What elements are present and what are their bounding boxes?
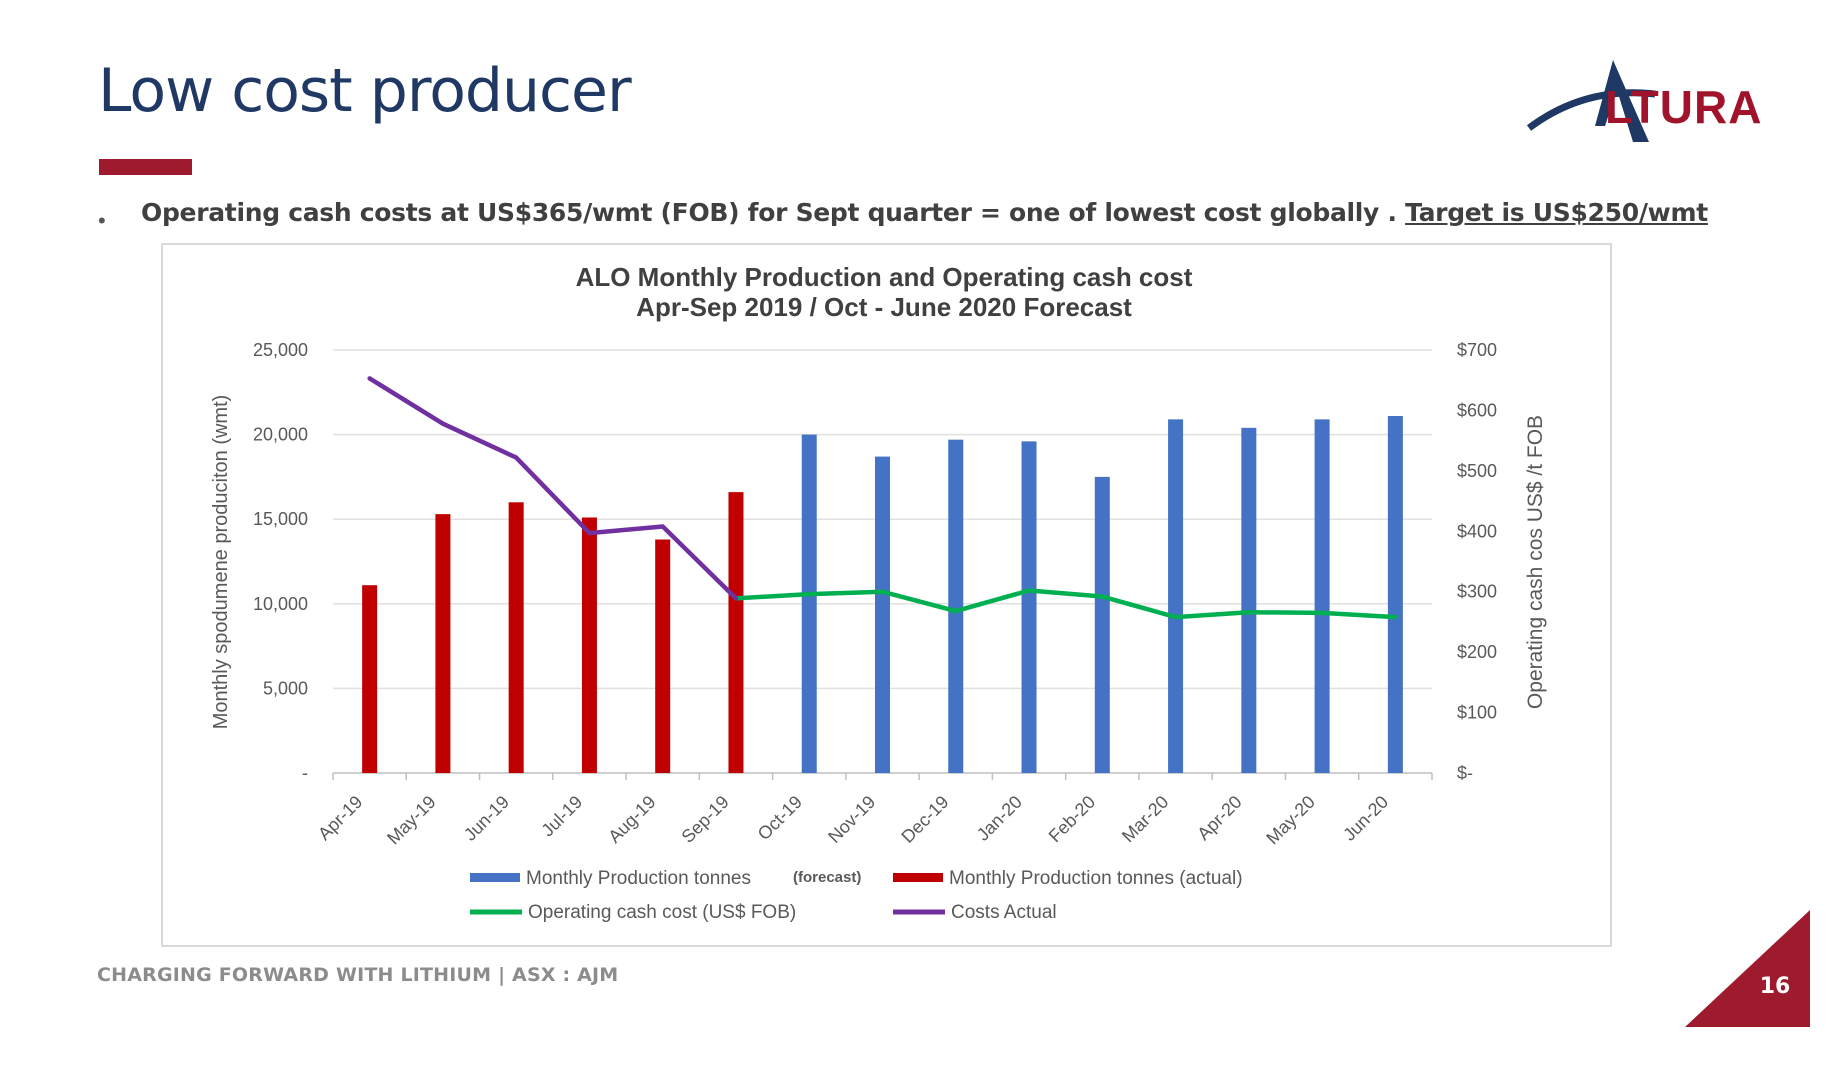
y-right-tick-label: $700 — [1457, 340, 1497, 360]
bullet-text: Operating cash costs at US$365/wmt (FOB)… — [141, 198, 1708, 227]
forecast-production-bar — [1314, 419, 1330, 773]
forecast-production-bar — [1094, 476, 1110, 773]
legend-actual-bar-swatch — [893, 873, 943, 882]
y-left-tick-label: 15,000 — [253, 509, 308, 529]
y-left-tick-label: 25,000 — [253, 340, 308, 360]
legend-cost-forecast-label: Operating cash cost (US$ FOB) — [528, 902, 796, 923]
altura-logo — [1526, 60, 1656, 142]
chart-title: ALO Monthly Production and Operating cas… — [576, 262, 1193, 292]
actual-production-bar — [435, 514, 451, 773]
legend-costs-actual-label: Costs Actual — [951, 902, 1057, 923]
bullet-main: Operating cash costs at US$365/wmt (FOB)… — [141, 198, 1406, 227]
y-right-tick-label: $600 — [1457, 400, 1497, 420]
forecast-production-bar — [1387, 415, 1403, 773]
y-right-tick-label: $400 — [1457, 521, 1497, 541]
slide-title: Low cost producer — [98, 56, 632, 126]
chart-subtitle: Apr-Sep 2019 / Oct - June 2020 Forecast — [636, 292, 1132, 322]
y-left-tick-label: - — [302, 763, 308, 783]
forecast-production-bar — [1168, 419, 1184, 773]
footer-text: CHARGING FORWARD WITH LITHIUM | ASX : AJ… — [97, 964, 619, 986]
y-left-axis-label: Monthly spodumene produciton (wmt) — [210, 395, 232, 730]
legend-forecast-bar-label: Monthly Production tonnes — [526, 868, 751, 889]
forecast-production-bar — [948, 439, 964, 773]
bullet-icon: • — [98, 208, 106, 233]
y-right-tick-label: $- — [1457, 763, 1473, 783]
y-left-tick-label: 20,000 — [253, 425, 308, 445]
legend-actual-bar-label: Monthly Production tonnes (actual) — [949, 868, 1243, 889]
y-right-tick-label: $100 — [1457, 703, 1497, 723]
y-right-tick-label: $200 — [1457, 642, 1497, 662]
actual-production-bar — [728, 492, 744, 773]
legend-forecast-bar-swatch — [470, 873, 520, 882]
bullet-target: Target is US$250/wmt — [1405, 198, 1708, 227]
costs-actual-line — [367, 376, 739, 601]
page-number: 16 — [1759, 974, 1791, 999]
actual-production-bar — [581, 517, 597, 773]
y-right-axis-label: Operating cash cos US$ /t FOB — [1524, 415, 1547, 709]
title-accent-bar — [99, 159, 192, 175]
actual-production-bar — [655, 539, 671, 773]
actual-production-bar — [362, 585, 378, 773]
operating-cost-forecast-line — [733, 588, 1398, 620]
y-left-tick-label: 10,000 — [253, 594, 308, 614]
forecast-production-bar — [1021, 441, 1037, 773]
y-right-tick-label: $500 — [1457, 461, 1497, 481]
actual-production-bar — [508, 502, 524, 773]
legend-forecast-note: (forecast) — [793, 869, 861, 886]
forecast-production-bar — [875, 456, 890, 773]
forecast-production-bar — [801, 434, 817, 773]
y-left-tick-label: 5,000 — [263, 678, 308, 698]
y-right-tick-label: $300 — [1457, 582, 1497, 602]
forecast-production-bar — [1241, 427, 1257, 773]
logo-text: LTURA — [1605, 81, 1763, 133]
